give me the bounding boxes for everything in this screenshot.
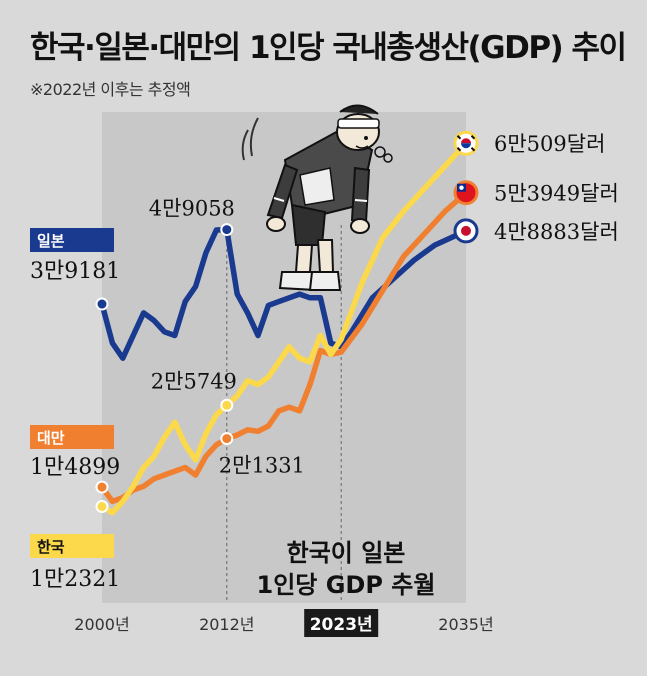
korea-flag-blue bbox=[461, 143, 471, 149]
chart-title: 한국·일본·대만의 1인당 국내총생산(GDP) 추이 bbox=[30, 30, 627, 66]
start-marker-2 bbox=[95, 480, 109, 494]
start-marker-1 bbox=[95, 297, 109, 311]
mid-label-taiwan: 2만1331 bbox=[219, 454, 305, 478]
end-value-2: 5만3949달러 bbox=[494, 182, 619, 206]
tick-highlight-box bbox=[304, 609, 379, 637]
annotation-line-1: 한국이 일본 bbox=[287, 539, 406, 567]
x-tick-2035: 2035년 bbox=[438, 615, 493, 634]
legend-label-2: 대만 bbox=[37, 429, 65, 447]
start-value-2: 1만4899 bbox=[30, 455, 120, 480]
legend-box-2 bbox=[30, 425, 114, 449]
legend-box-3 bbox=[30, 534, 114, 558]
x-tick-2012: 2012년 bbox=[199, 615, 254, 634]
series-line-1 bbox=[99, 226, 469, 361]
mid-label-korea: 2만5749 bbox=[151, 369, 237, 393]
series-line-3 bbox=[99, 140, 469, 516]
legend-box-1 bbox=[30, 228, 114, 252]
series-line-2 bbox=[99, 189, 469, 505]
korea-flag-trigram-2 bbox=[456, 147, 462, 152]
annotation-line-2: 1인당 GDP 추월 bbox=[257, 571, 436, 599]
korea-flag-trigram-0 bbox=[456, 135, 462, 140]
end-value-1: 4만8883달러 bbox=[494, 220, 619, 244]
korea-flag-trigram-1 bbox=[470, 135, 476, 140]
end-value-3: 6만509달러 bbox=[494, 132, 605, 156]
legend-label-1: 일본 bbox=[37, 232, 65, 250]
korea-flag-trigram-3 bbox=[470, 147, 476, 152]
start-marker-3 bbox=[95, 500, 109, 514]
x-tick-2000: 2000년 bbox=[74, 615, 129, 634]
legend-label-3: 한국 bbox=[37, 538, 65, 556]
korea-flag-red bbox=[461, 138, 471, 144]
x-tick-2023: 2023년 bbox=[310, 615, 373, 635]
start-value-3: 1만2321 bbox=[30, 567, 120, 592]
mid-marker-taiwan bbox=[220, 432, 234, 446]
peak-marker-japan bbox=[220, 223, 234, 237]
taiwan-flag-sun bbox=[459, 185, 464, 190]
peak-label-japan: 4만9058 bbox=[149, 197, 235, 221]
tired-runner-illustration bbox=[241, 104, 393, 292]
japan-flag-sun bbox=[461, 225, 471, 236]
mid-marker-korea bbox=[220, 398, 234, 412]
chart-subtitle: ※2022년 이후는 추정액 bbox=[30, 80, 191, 99]
start-value-1: 3만9181 bbox=[30, 259, 120, 284]
